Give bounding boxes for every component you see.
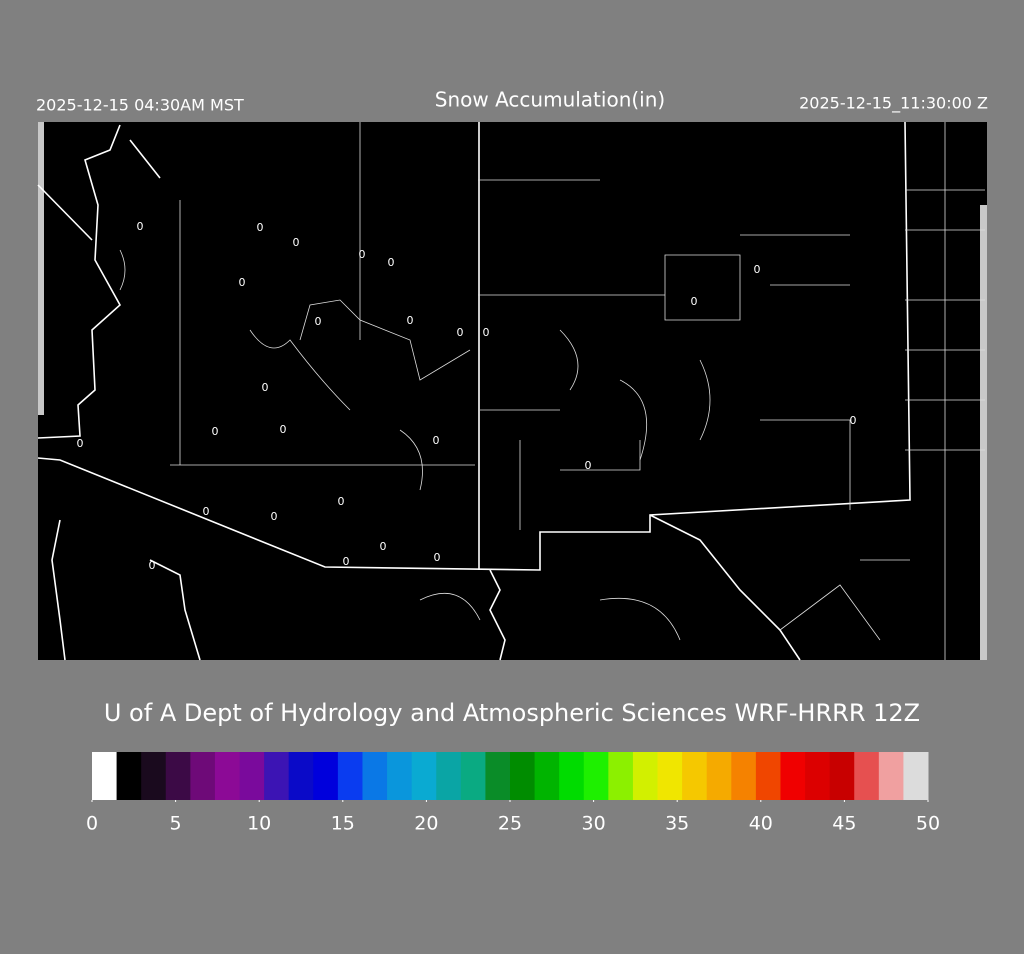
colorbar-segment: [92, 752, 118, 800]
colorbar-segment: [337, 752, 363, 800]
colorbar-tick-label: 40: [749, 813, 773, 835]
colorbar-tick-label: 50: [916, 813, 940, 835]
contour-label: 0: [457, 326, 464, 339]
valid-local-time: 2025-12-15 04:30AM MST: [36, 96, 244, 115]
map-title: Snow Accumulation(in): [435, 88, 665, 112]
national-border: [37, 121, 911, 571]
contour-label: 0: [262, 381, 269, 394]
colorbar-tick-label: 45: [832, 813, 856, 835]
colorbar-segment: [411, 752, 437, 800]
terrain-contours: [119, 249, 711, 641]
colorbar-segment: [829, 752, 855, 800]
river: [649, 514, 801, 661]
colorbar-segment: [239, 752, 265, 800]
contour-label: 0: [850, 414, 857, 427]
contour-label: 0: [149, 559, 156, 572]
colorbar-segment: [755, 752, 781, 800]
colorbar-segment: [387, 752, 413, 800]
colorbar-segment: [682, 752, 708, 800]
contour-label: 0: [338, 495, 345, 508]
coastline: [51, 519, 201, 661]
edge-strip: [38, 122, 44, 415]
county-lines: [170, 122, 985, 660]
colorbar-segment: [460, 752, 486, 800]
colorbar-segment: [510, 752, 536, 800]
colorbar-segment: [780, 752, 806, 800]
colorbar-segment: [116, 752, 142, 800]
contour-label: 0: [359, 248, 366, 261]
colorbar-segment: [878, 752, 904, 800]
contour-label: 0: [137, 220, 144, 233]
colorbar-segment: [165, 752, 191, 800]
contour-label: 0: [380, 540, 387, 553]
colorbar-segment: [632, 752, 659, 800]
colorbar-segment: [313, 752, 339, 800]
contour-label: 0: [239, 276, 246, 289]
colorbar-segment: [362, 752, 388, 800]
contour-label: 0: [483, 326, 490, 339]
colorbar-segment: [534, 752, 560, 800]
colorbar-segment: [264, 752, 290, 800]
colorbar-segment: [706, 752, 732, 800]
colorbar-tick-label: 30: [582, 813, 606, 835]
contour-label: 0: [343, 555, 350, 568]
colorbar-segment: [141, 752, 167, 800]
colorbar-segment: [608, 752, 634, 800]
colorbar-segment: [288, 752, 314, 800]
borders: [37, 121, 985, 661]
contour-label: 0: [315, 315, 322, 328]
colorbar-segment: [583, 752, 609, 800]
contour-label: 0: [754, 263, 761, 276]
map: [37, 121, 987, 661]
contour-label: 0: [77, 437, 84, 450]
colorbar-segment: [731, 752, 757, 800]
contour-label: 0: [434, 551, 441, 564]
colorbar-tick-label: 10: [247, 813, 271, 835]
contour-label: 0: [293, 236, 300, 249]
colorbar-segment: [903, 752, 929, 800]
colorbar-tick-label: 5: [170, 813, 182, 835]
contour-label: 0: [407, 314, 414, 327]
colorbar-tick-label: 20: [414, 813, 438, 835]
contour-label: 0: [433, 434, 440, 447]
river-border: [37, 124, 161, 439]
contour-label: 0: [585, 459, 592, 472]
coastline: [489, 569, 506, 661]
colorbar-tick-label: 35: [665, 813, 689, 835]
contour-label: 0: [212, 425, 219, 438]
colorbar-segment: [805, 752, 831, 800]
colorbar-segment: [854, 752, 880, 800]
credit-text: U of A Dept of Hydrology and Atmospheric…: [104, 699, 920, 727]
colorbar-segment: [436, 752, 462, 800]
contour-label: 0: [257, 221, 264, 234]
colorbar-segment: [214, 752, 241, 800]
contour-label: 0: [280, 423, 287, 436]
state-border: [37, 184, 93, 241]
colorbar-tick-label: 25: [498, 813, 522, 835]
contour-label: 0: [691, 295, 698, 308]
edge-strip: [980, 205, 987, 660]
contour-label: 0: [388, 256, 395, 269]
contour-label: 0: [203, 505, 210, 518]
colorbar-segment: [190, 752, 216, 800]
colorbar-segment: [559, 752, 585, 800]
colorbar-segment: [657, 752, 683, 800]
colorbar-segment: [485, 752, 511, 800]
colorbar-tick-label: 0: [86, 813, 98, 835]
valid-utc-time: 2025-12-15_11:30:00 Z: [799, 94, 988, 114]
colorbar-tick-label: 15: [331, 813, 355, 835]
contour-label: 0: [271, 510, 278, 523]
